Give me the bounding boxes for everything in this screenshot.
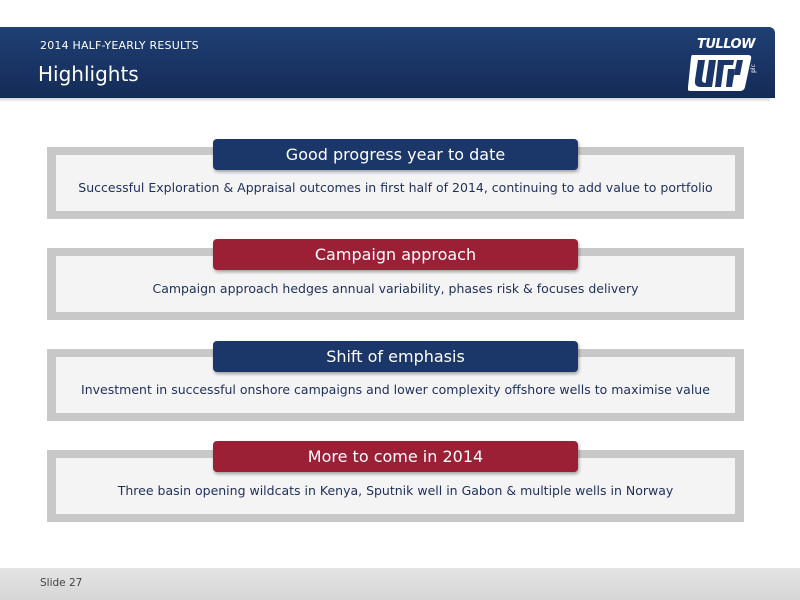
tullow-logo: TULLOW plc: [688, 37, 758, 93]
highlight-panel-body: Three basin opening wildcats in Kenya, S…: [56, 458, 735, 514]
footer-bar: Slide 27: [0, 568, 800, 600]
slide-number: Slide 27: [40, 577, 83, 589]
header-shadow: [0, 98, 770, 102]
header-band: [0, 27, 775, 98]
highlight-heading: Good progress year to date: [213, 139, 578, 170]
page-title: Highlights: [38, 62, 139, 86]
highlight-text: Successful Exploration & Appraisal outco…: [78, 179, 713, 195]
highlight-heading: Shift of emphasis: [213, 341, 578, 372]
logo-mark-icon: [688, 55, 752, 91]
highlight-heading: More to come in 2014: [213, 441, 578, 472]
header-subtitle: 2014 HALF-YEARLY RESULTS: [40, 39, 199, 52]
highlight-text: Three basin opening wildcats in Kenya, S…: [117, 482, 674, 498]
highlight-text: Investment in successful onshore campaig…: [81, 381, 710, 397]
logo-plc: plc: [749, 64, 757, 73]
highlight-heading: Campaign approach: [213, 239, 578, 270]
logo-wordmark: TULLOW: [697, 37, 755, 52]
highlight-text: Campaign approach hedges annual variabil…: [152, 280, 639, 296]
